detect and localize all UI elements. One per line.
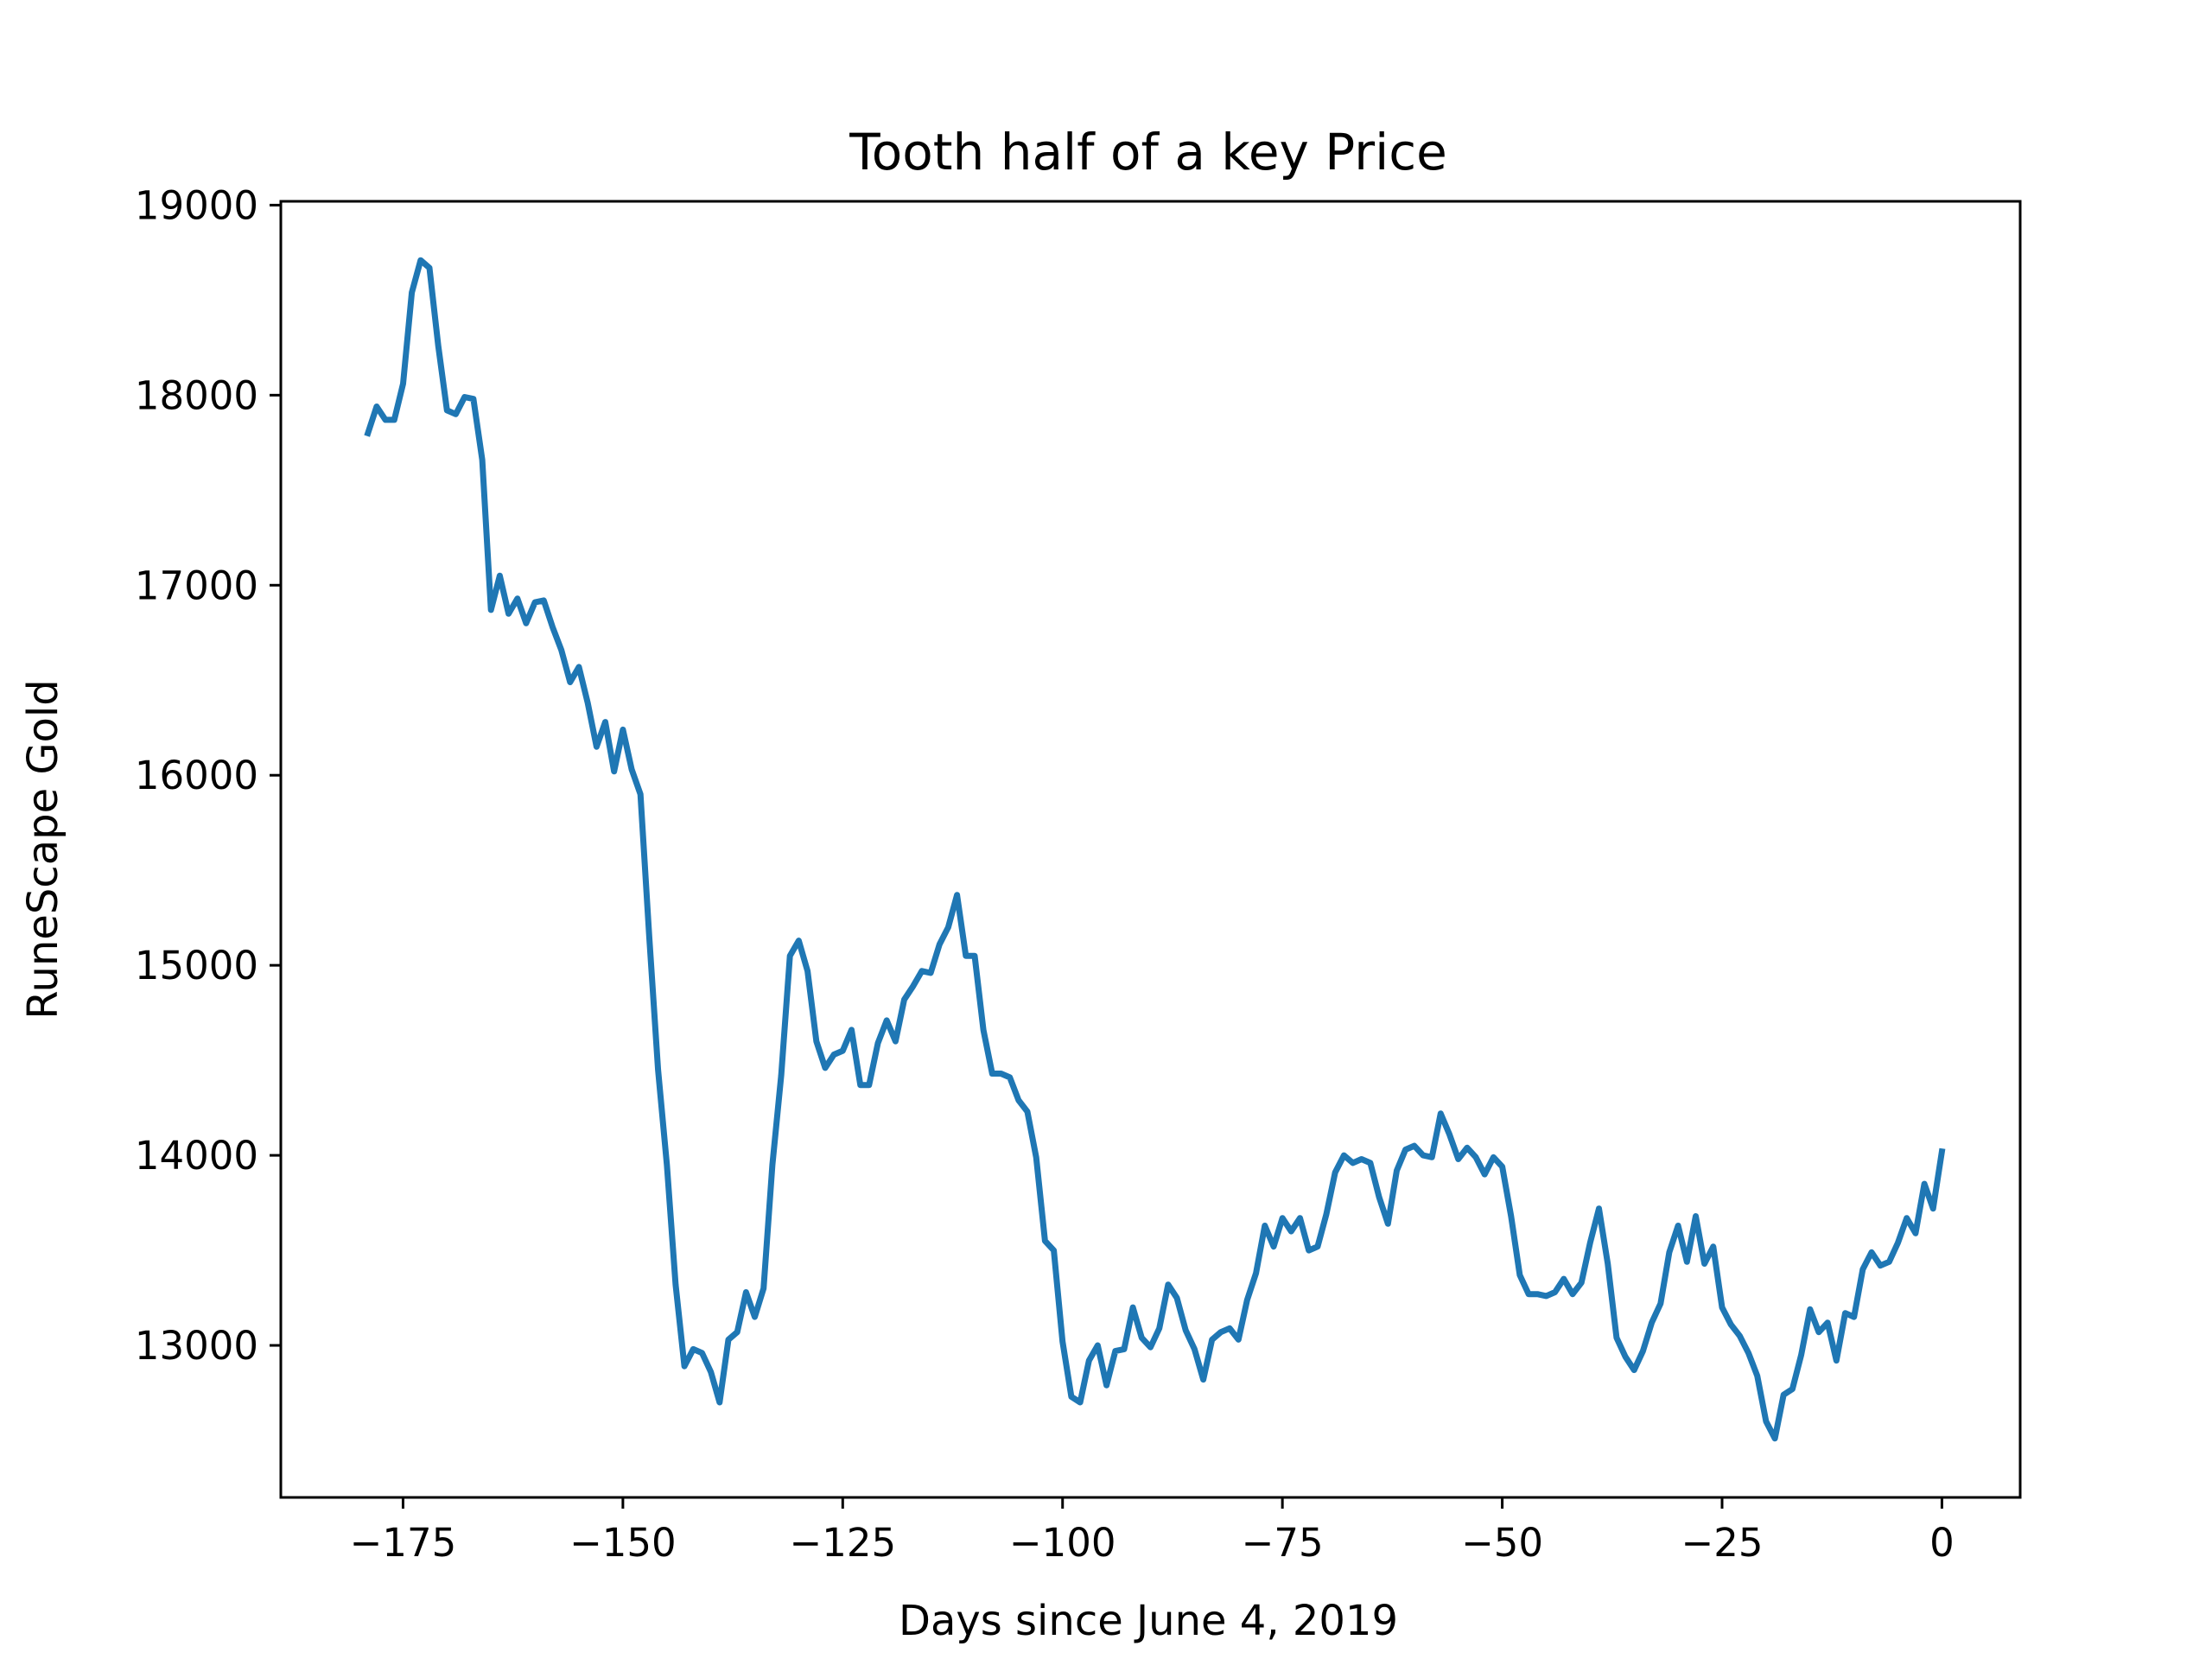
- x-tick-label: −100: [1009, 1520, 1116, 1566]
- series-line: [364, 257, 1946, 1442]
- y-tick-label: 18000: [135, 372, 258, 418]
- x-tick-label: −150: [569, 1520, 677, 1566]
- chart-title: Tooth half of a key Price: [849, 123, 1447, 181]
- y-tick-label: 17000: [135, 563, 258, 608]
- x-tick-label: −125: [790, 1520, 897, 1566]
- plot-area: [279, 200, 2022, 1499]
- y-tick-label: 16000: [135, 753, 258, 798]
- y-axis-label: RuneScape Gold: [19, 679, 67, 1019]
- x-tick-label: 0: [1929, 1520, 1955, 1566]
- y-tick-label: 15000: [135, 943, 258, 988]
- x-axis-label: Days since June 4, 2019: [899, 1597, 1398, 1645]
- plot-frame: [279, 200, 2022, 1499]
- x-tick-label: −50: [1461, 1520, 1543, 1566]
- y-tick-label: 14000: [135, 1133, 258, 1179]
- y-tick-label: 13000: [135, 1323, 258, 1369]
- y-tick-label: 19000: [135, 182, 258, 228]
- x-axis: −175 −150 −125 −100 −75 −50 −25 0: [350, 1497, 1955, 1566]
- y-axis: 13000 14000 15000 16000 17000 18000 19000: [135, 182, 281, 1369]
- x-tick-label: −75: [1242, 1520, 1324, 1566]
- x-tick-label: −25: [1681, 1520, 1764, 1566]
- x-tick-label: −175: [350, 1520, 457, 1566]
